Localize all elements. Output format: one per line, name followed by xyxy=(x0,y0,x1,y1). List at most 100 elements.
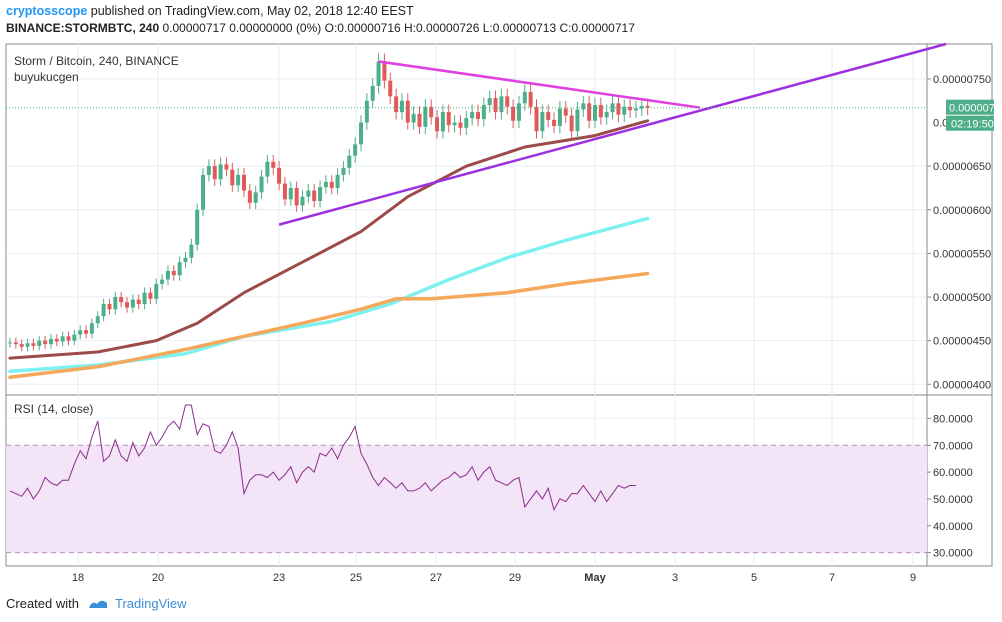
candle-body xyxy=(253,192,258,203)
candle xyxy=(376,53,381,94)
candle-body xyxy=(95,316,100,324)
candle-body xyxy=(323,181,328,188)
candle-body xyxy=(101,304,106,317)
time-tick-label: 29 xyxy=(509,572,521,584)
time-tick-label: 18 xyxy=(72,572,84,584)
candle-body xyxy=(84,330,89,334)
candle xyxy=(528,84,533,115)
candle-body xyxy=(154,283,159,299)
candle xyxy=(388,72,393,104)
candle-body xyxy=(242,174,246,191)
candle xyxy=(511,99,516,129)
candle-body xyxy=(628,106,633,111)
candle-body xyxy=(516,103,521,121)
author-link[interactable]: cryptosscope xyxy=(6,4,88,18)
candle-body xyxy=(446,112,451,126)
candle-body xyxy=(25,343,30,347)
candle xyxy=(300,190,305,212)
candle xyxy=(481,97,486,127)
candle-body xyxy=(218,164,223,180)
candle xyxy=(37,335,42,351)
candle-body xyxy=(335,174,340,188)
candle-body xyxy=(89,323,94,334)
time-tick-label: 3 xyxy=(672,572,678,584)
candle-body xyxy=(557,108,562,127)
candle-body xyxy=(353,144,358,156)
candle xyxy=(206,159,211,182)
candle xyxy=(230,162,235,192)
chart-author: buyukucgen xyxy=(14,70,79,84)
candle-body xyxy=(528,91,533,107)
candle-body xyxy=(604,112,609,118)
candle xyxy=(54,334,59,347)
candle-body xyxy=(282,183,287,200)
candle-body xyxy=(72,334,77,341)
candle xyxy=(476,104,480,127)
candle xyxy=(423,99,428,135)
candle xyxy=(236,168,241,192)
candle-body xyxy=(201,174,206,210)
candle xyxy=(224,157,229,177)
candle-body xyxy=(171,270,176,276)
rsi-label: RSI (14, close) xyxy=(14,402,93,416)
candle xyxy=(43,335,48,349)
candle-body xyxy=(165,270,170,280)
candle-body xyxy=(329,181,334,188)
candle xyxy=(581,95,586,117)
rsi-tick-label: 40.0000 xyxy=(933,521,973,533)
created-with-label: Created with xyxy=(6,596,79,611)
chart-canvas[interactable]: 0.00000750 0.00000650 0.00000600 0.00000550… xyxy=(0,0,1002,592)
candle xyxy=(458,115,463,136)
price-tick-label-partial: 0.0 xyxy=(933,118,948,130)
candle-body xyxy=(212,166,217,180)
candle-body xyxy=(60,336,65,342)
tradingview-link[interactable]: TradingView xyxy=(114,596,187,611)
candle xyxy=(318,180,323,208)
candle-body xyxy=(31,343,36,346)
candle xyxy=(429,99,434,125)
candle-body xyxy=(376,61,381,86)
candle-body xyxy=(160,279,165,284)
candle xyxy=(72,329,77,346)
rsi-band xyxy=(6,445,927,553)
candle xyxy=(136,294,141,310)
candle-body xyxy=(359,122,363,145)
candle xyxy=(212,159,217,186)
candle xyxy=(277,161,282,191)
candle-body xyxy=(66,336,71,341)
candle xyxy=(154,278,159,304)
candle xyxy=(107,298,112,315)
candle-body xyxy=(470,112,475,119)
trendline-top xyxy=(378,60,701,109)
candle-body xyxy=(277,167,282,184)
price-tick-label: 0.00000650 xyxy=(933,161,991,173)
candle-body xyxy=(493,98,498,113)
candle-body xyxy=(639,105,644,109)
candle-body xyxy=(265,161,270,177)
candle-body xyxy=(622,106,627,115)
candle-body xyxy=(347,155,352,168)
candle-body xyxy=(505,96,510,107)
candle xyxy=(329,175,334,195)
candle-body xyxy=(411,113,416,123)
candle xyxy=(534,99,539,139)
candle-body xyxy=(125,302,129,308)
candle xyxy=(522,84,527,111)
candle-body xyxy=(593,105,597,121)
candle xyxy=(189,238,194,264)
candle xyxy=(598,97,603,125)
symbol-label: BINANCE:STORMBTC, 240 xyxy=(6,21,160,35)
candle xyxy=(242,168,246,198)
candle-body xyxy=(113,297,118,310)
candle xyxy=(253,185,258,210)
chart-title: Storm / Bitcoin, 240, BINANCE xyxy=(14,54,179,68)
candle xyxy=(265,154,270,184)
candle xyxy=(569,108,574,139)
candle xyxy=(341,161,346,182)
candle-body xyxy=(399,100,404,113)
candle xyxy=(78,325,83,340)
candle xyxy=(364,93,369,130)
candle-body xyxy=(552,119,557,127)
candle-body xyxy=(136,299,141,305)
candle xyxy=(8,337,12,348)
